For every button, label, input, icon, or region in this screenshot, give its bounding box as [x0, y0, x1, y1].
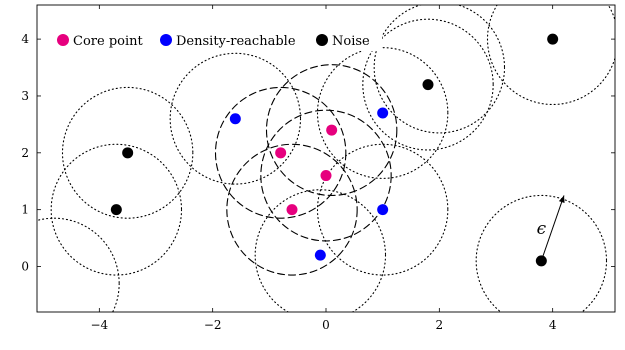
epsilon-label: ϵ [537, 219, 547, 239]
x-tick-label: −2 [204, 318, 222, 332]
y-tick-label: 4 [21, 32, 29, 46]
y-tick-label: 0 [21, 260, 29, 274]
x-tick-label: −4 [90, 318, 108, 332]
x-tick-label: 2 [436, 318, 444, 332]
legend-marker-core-point [57, 34, 69, 46]
legend-label-density-reachable: Density-reachable [176, 34, 296, 49]
legend-marker-noise [316, 34, 328, 46]
point-core-point [326, 124, 338, 136]
point-density-reachable [377, 107, 389, 119]
x-tick-label: 0 [322, 318, 330, 332]
y-tick-label: 1 [21, 203, 29, 217]
epsilon-circle-extra [373, 5, 506, 134]
epsilon-radius-arrow [540, 195, 565, 261]
epsilon-circle-noise [50, 143, 183, 276]
epsilon-circle-noise [475, 194, 608, 312]
legend-label-core-point: Core point [73, 34, 143, 49]
point-noise [422, 79, 434, 91]
point-core-point [320, 170, 332, 182]
x-tick-label: 4 [549, 318, 557, 332]
epsilon-annotation: ϵ [537, 195, 565, 261]
point-density-reachable [314, 249, 326, 261]
epsilon-circle-noise [61, 86, 194, 219]
legend-marker-density-reachable [160, 34, 172, 46]
point-core-point [286, 204, 298, 216]
epsilon-circle-density-reachable [316, 143, 449, 276]
epsilon-circle-density-reachable [254, 189, 387, 312]
epsilon-arrow-head [558, 195, 565, 204]
point-core-point [275, 147, 287, 159]
legend-label-noise: Noise [332, 34, 370, 49]
epsilon-circle-extra [37, 217, 120, 312]
epsilon-circle-core-point [226, 143, 358, 276]
axis-ticks: −4 −2 0 2 4 0 1 2 3 4 [21, 5, 615, 332]
point-noise [547, 33, 559, 45]
epsilon-circle-core-point [214, 86, 347, 219]
y-tick-label: 2 [21, 146, 29, 160]
epsilon-circle-noise [486, 5, 615, 106]
data-points [110, 33, 559, 267]
epsilon-circle-density-reachable [316, 47, 449, 179]
legend-background [52, 29, 382, 51]
y-tick-label: 3 [21, 89, 29, 103]
epsilon-circle-core-point [265, 64, 398, 197]
epsilon-circle-noise [362, 18, 494, 151]
point-density-reachable [229, 113, 241, 125]
point-noise [110, 204, 122, 216]
point-density-reachable [377, 204, 389, 216]
legend: Core point Density-reachable Noise [52, 29, 382, 51]
point-noise [122, 147, 134, 159]
epsilon-circle-density-reachable [169, 52, 302, 185]
